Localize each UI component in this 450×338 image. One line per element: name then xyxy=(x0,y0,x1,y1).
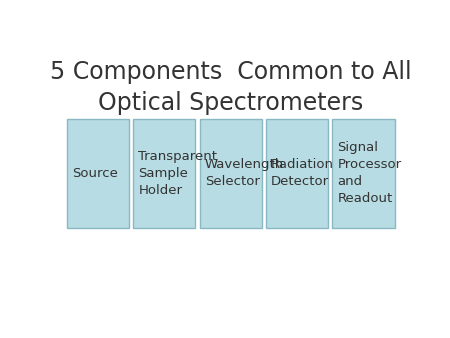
Text: 5 Components  Common to All
Optical Spectrometers: 5 Components Common to All Optical Spect… xyxy=(50,60,411,115)
Text: Signal
Processor
and
Readout: Signal Processor and Readout xyxy=(338,141,402,205)
FancyBboxPatch shape xyxy=(332,119,395,228)
FancyBboxPatch shape xyxy=(199,119,262,228)
Text: Transparent
Sample
Holder: Transparent Sample Holder xyxy=(138,150,217,197)
FancyBboxPatch shape xyxy=(266,119,328,228)
Text: Source: Source xyxy=(72,167,118,180)
Text: Wavelength
Selector: Wavelength Selector xyxy=(205,158,284,188)
FancyBboxPatch shape xyxy=(133,119,195,228)
Text: Radiation
Detector: Radiation Detector xyxy=(271,158,334,188)
FancyBboxPatch shape xyxy=(67,119,129,228)
